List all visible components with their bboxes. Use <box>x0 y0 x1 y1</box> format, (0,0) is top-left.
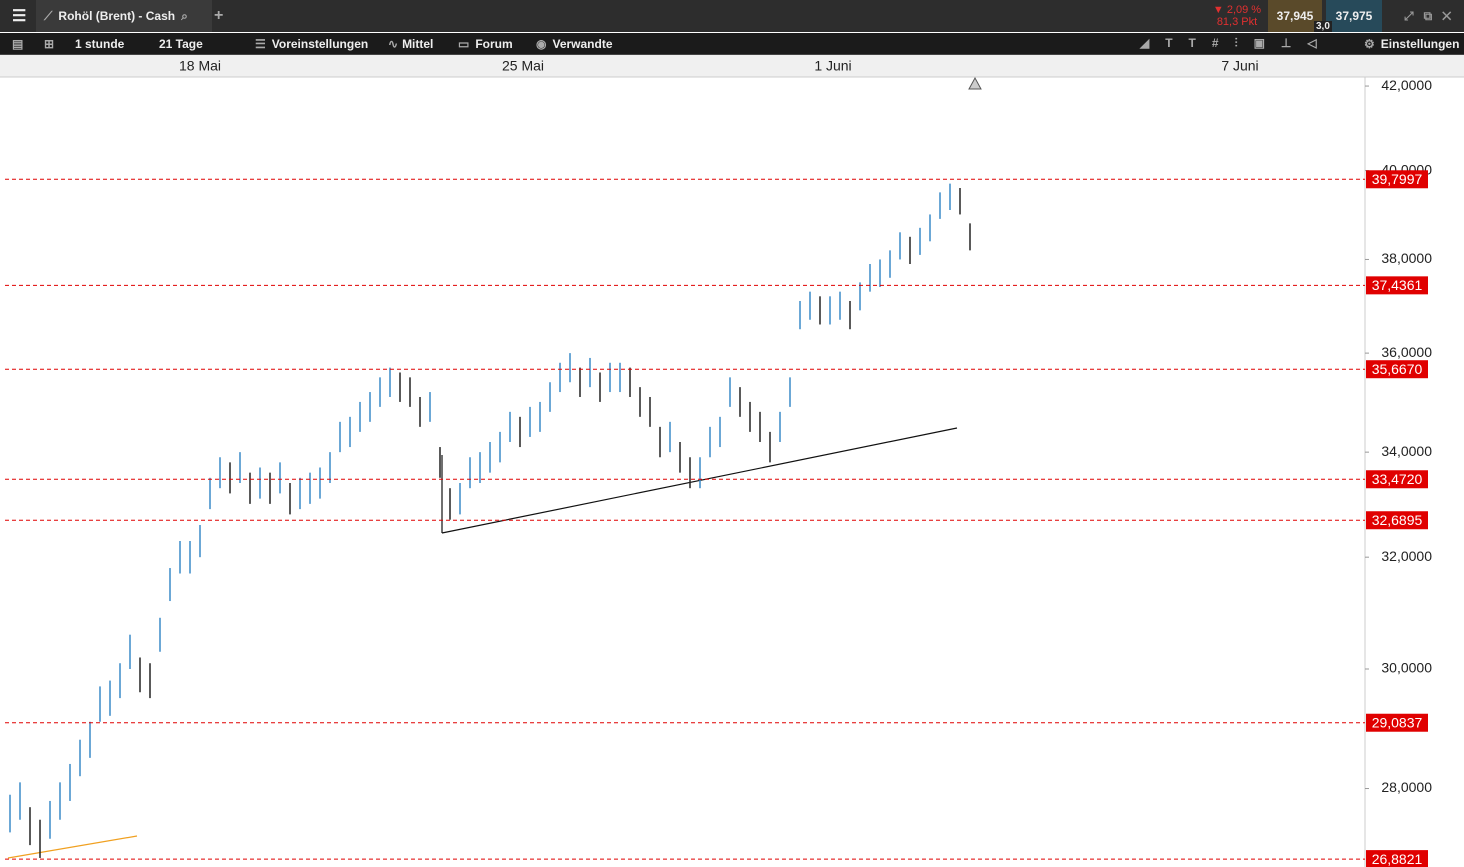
list-icon[interactable]: ▤ <box>12 36 24 51</box>
layout-icon[interactable]: ⊞ <box>44 36 55 51</box>
scroll-marker[interactable] <box>968 76 982 90</box>
level-label: 37,4361 <box>1372 277 1423 293</box>
level-label-bg <box>1366 360 1428 379</box>
level-label: 33,4720 <box>1372 471 1423 487</box>
change-pts: 81,3 Pkt <box>1216 16 1258 28</box>
presets-label: Voreinstellungen <box>271 36 369 51</box>
x-tick-label: 1 Juni <box>814 58 851 74</box>
average-label: Mittel <box>402 36 434 51</box>
change-pct: ▼ 2,09 % <box>1212 4 1262 16</box>
level-label-bg <box>1366 511 1428 530</box>
level-label-bg <box>1366 470 1428 489</box>
chart: 42,000040,000038,000036,000034,000032,00… <box>0 55 1464 867</box>
level-label-bg <box>1366 170 1428 189</box>
window-buttons[interactable]: ⤢⧉✕ <box>1404 8 1462 23</box>
level-label: 35,6670 <box>1372 361 1423 377</box>
related[interactable]: ◉ Verwandte <box>536 36 613 51</box>
y-tick-label: 38,0000 <box>1381 250 1432 266</box>
ask[interactable]: 37,975 <box>1326 0 1382 32</box>
level-label: 26,8821 <box>1372 851 1423 867</box>
tool-icons[interactable]: ◢TT#⫶▣⊥◁ <box>1140 36 1333 50</box>
x-tick-label: 25 Mai <box>502 58 544 74</box>
forum-label: Forum <box>475 36 513 51</box>
y-tick-label: 32,0000 <box>1381 548 1432 564</box>
y-tick-label: 30,0000 <box>1381 660 1432 676</box>
date-axis-bg <box>0 55 1464 77</box>
settings[interactable]: ⚙ Einstellungen <box>1364 36 1460 51</box>
toolbar: ▤ ⊞ 1 stunde 21 Tage ☰ Voreinstellungen ∿… <box>0 33 1464 55</box>
y-tick-label: 42,0000 <box>1381 77 1432 93</box>
forum[interactable]: ▭ Forum <box>458 36 513 51</box>
add-tab[interactable]: + <box>214 7 224 24</box>
range[interactable]: 21 Tage <box>159 36 203 51</box>
presets[interactable]: ☰ Voreinstellungen <box>255 36 369 51</box>
bid[interactable]: 37,945 <box>1268 0 1322 32</box>
x-tick-label: 7 Juni <box>1221 58 1258 74</box>
level-label: 32,6895 <box>1372 512 1423 528</box>
tab[interactable]: ⟋ Rohöl (Brent) - Cash ⌕ <box>36 0 212 32</box>
level-label-bg <box>1366 276 1428 295</box>
settings-label: Einstellungen <box>1380 36 1460 51</box>
average[interactable]: ∿ Mittel <box>388 36 434 51</box>
trend-line <box>7 835 138 859</box>
top-bar: ☰ ⟋ Rohöl (Brent) - Cash ⌕ + ▼ 2,09 % 81,3… <box>0 0 1464 32</box>
spread: 3,0 <box>1314 21 1332 32</box>
level-label-bg <box>1366 850 1428 867</box>
y-tick-label: 36,0000 <box>1381 344 1432 360</box>
x-tick-label: 18 Mai <box>179 58 221 74</box>
instrument-title: Rohöl (Brent) - Cash <box>58 9 176 23</box>
level-label: 29,0837 <box>1372 714 1423 730</box>
interval[interactable]: 1 stunde <box>75 36 125 51</box>
y-tick-label: 34,0000 <box>1381 443 1432 459</box>
menu-button[interactable]: ☰ <box>12 8 27 25</box>
level-label-bg <box>1366 713 1428 732</box>
related-label: Verwandte <box>552 36 613 51</box>
y-tick-label: 28,0000 <box>1381 779 1432 795</box>
level-label: 39,7997 <box>1372 171 1423 187</box>
